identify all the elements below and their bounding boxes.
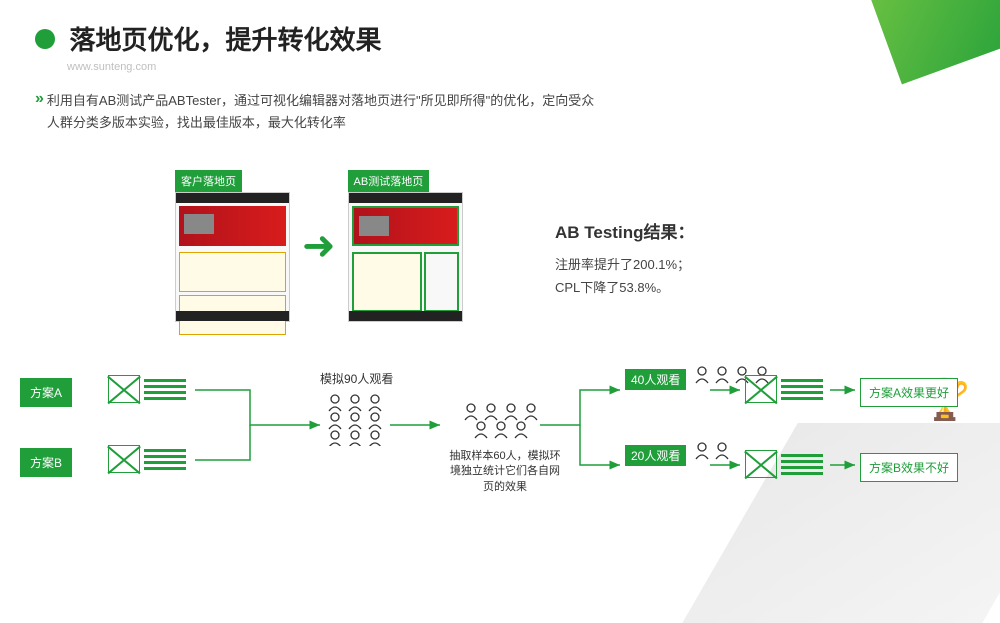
result-a-tag: 方案A效果更好 [860,378,958,407]
card-b [108,445,186,473]
people-90-icon [322,391,392,446]
view40-label: 40人观看 [625,369,686,390]
comparison-panels: 客户落地页 ➜ AB测试落地页 [175,170,463,322]
panel-abtest-label: AB测试落地页 [348,170,430,192]
people-60-icon [460,400,550,440]
decor-corner-top [868,0,1000,84]
sample-label: 抽取样本60人，模拟环境独立统计它们各自网页的效果 [445,449,565,495]
description-text: 利用自有AB测试产品ABTester，通过可视化编辑器对落地页进行"所见即所得"… [47,90,597,134]
view20-label: 20人观看 [625,445,686,466]
view20-group: 20人观看 [625,440,735,470]
card-out-a [745,375,823,403]
page-title: 落地页优化，提升转化效果 [69,20,381,57]
result-line-1: 注册率提升了200.1%； [555,253,694,276]
card-out-b [745,450,823,478]
site-url: www.sunteng.com [67,61,381,73]
mock-original [175,192,290,322]
panel-original-label: 客户落地页 [175,170,242,192]
description-block: » 利用自有AB测试产品ABTester，通过可视化编辑器对落地页进行"所见即所… [35,90,597,134]
simulate-group: 模拟90人观看 [320,370,393,451]
people-20-icon [691,440,735,460]
chevron-icon: » [35,90,41,134]
scheme-a-tag: 方案A [20,378,72,407]
result-block: AB Testing结果： 注册率提升了200.1%； CPL下降了53.8%。 [555,218,694,300]
scheme-b-tag: 方案B [20,448,72,477]
card-a [108,375,186,403]
title-bullet-icon [35,29,55,49]
result-title: AB Testing结果： [555,218,694,243]
header: 落地页优化，提升转化效果 www.sunteng.com [35,20,381,73]
panel-abtest: AB测试落地页 [348,170,463,322]
simulate-label: 模拟90人观看 [320,370,393,387]
flow-diagram: 方案A 方案B 模拟90人观看 抽取样本60人，模拟环境独立统计它们各自网页的效… [20,370,980,540]
mock-abtest [348,192,463,322]
panel-original: 客户落地页 [175,170,290,322]
result-line-2: CPL下降了53.8%。 [555,276,694,299]
sample-group: 抽取样本60人，模拟环境独立统计它们各自网页的效果 [445,400,565,495]
arrow-right-icon: ➜ [302,223,336,269]
result-b-tag: 方案B效果不好 [860,453,958,482]
